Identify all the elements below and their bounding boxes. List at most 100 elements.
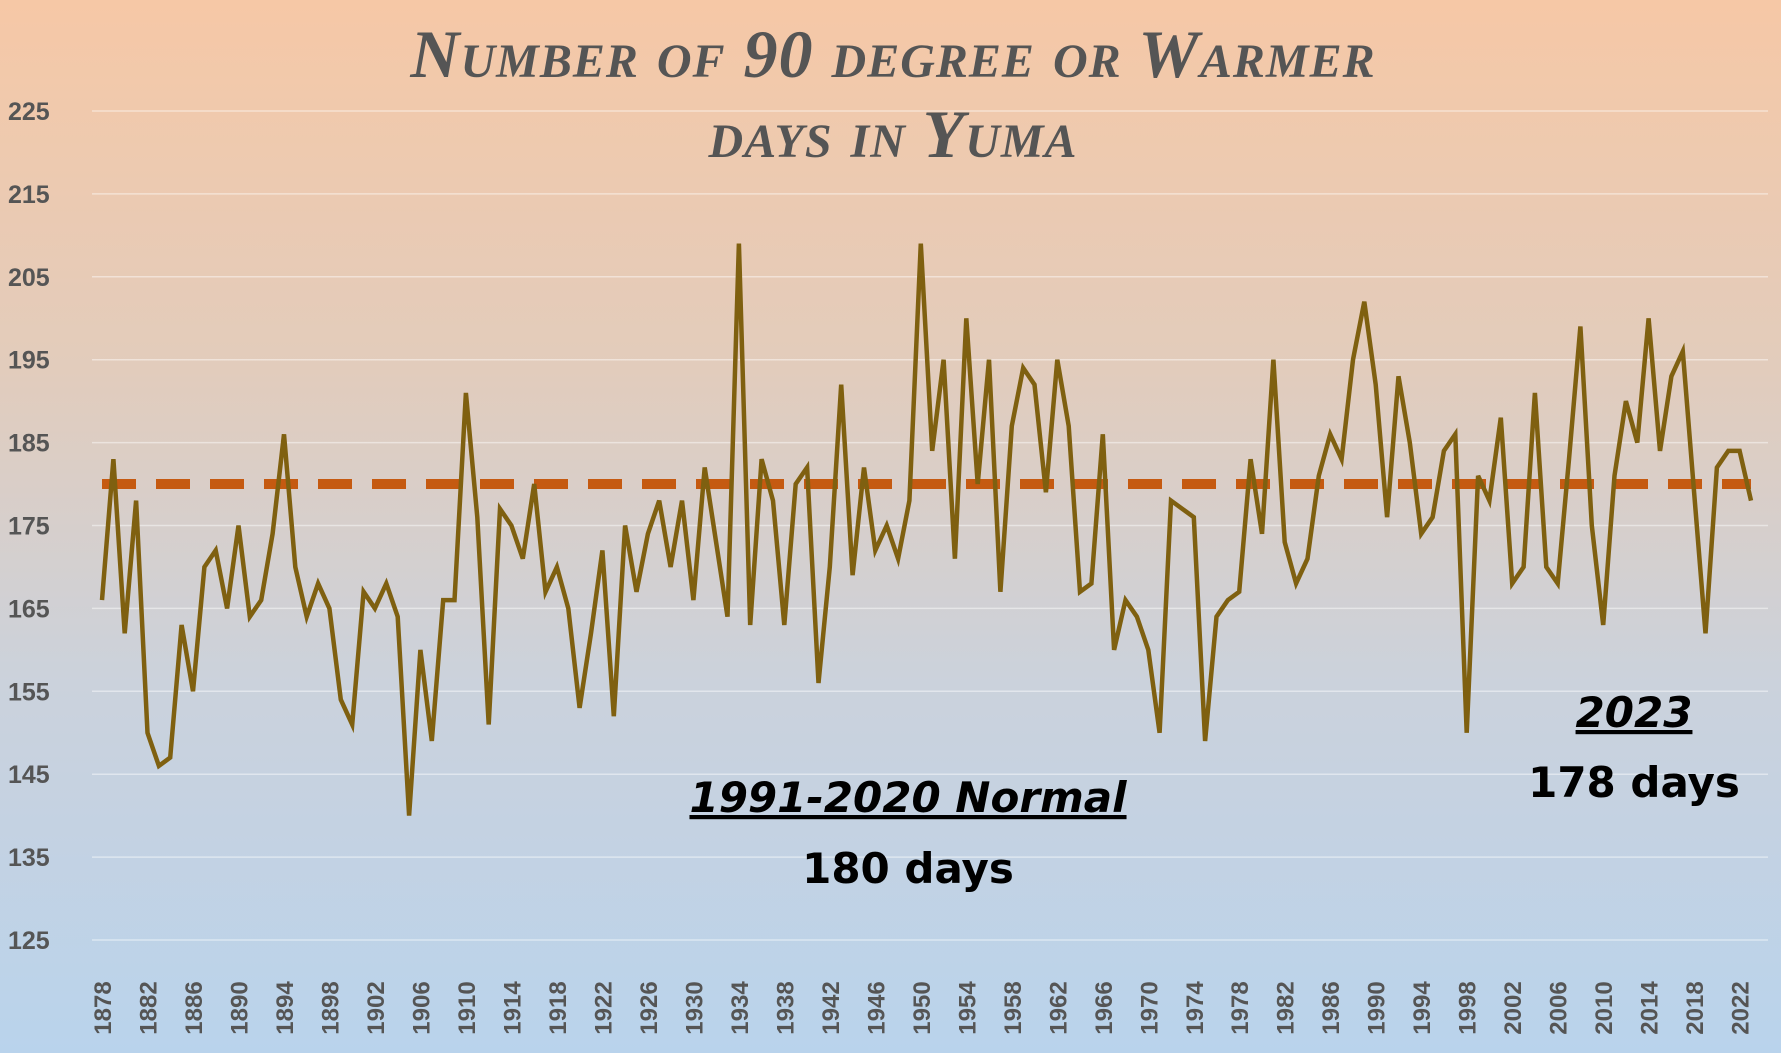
data-point-1974	[1192, 515, 1196, 519]
data-point-1906	[418, 648, 422, 652]
data-point-1959	[1021, 366, 1025, 370]
x-tick-label: 1994	[1409, 981, 1436, 1035]
data-point-1922	[600, 548, 604, 552]
data-point-1980	[1260, 532, 1264, 536]
data-point-1945	[862, 465, 866, 469]
y-tick-label: 155	[8, 678, 50, 706]
data-point-1927	[657, 499, 661, 503]
data-point-1903	[384, 582, 388, 586]
data-point-1985	[1317, 474, 1321, 478]
data-point-1979	[1249, 457, 1253, 461]
data-point-1924	[623, 524, 627, 528]
x-tick-label: 2002	[1500, 981, 1527, 1034]
data-point-2006	[1556, 582, 1560, 586]
data-point-1954	[964, 316, 968, 320]
data-point-1947	[885, 524, 889, 528]
data-point-1937	[771, 499, 775, 503]
y-tick-label: 225	[8, 98, 50, 126]
data-point-1933	[725, 615, 729, 619]
y-tick-label: 185	[8, 430, 50, 458]
data-point-1890	[236, 524, 240, 528]
data-point-1976	[1214, 615, 1218, 619]
data-point-1957	[998, 590, 1002, 594]
x-tick-label: 1986	[1318, 981, 1345, 1034]
data-point-2000	[1487, 499, 1491, 503]
data-point-1907	[430, 739, 434, 743]
x-tick-label: 1902	[363, 981, 390, 1034]
data-point-1962	[1055, 358, 1059, 362]
data-point-1986	[1328, 432, 1332, 436]
x-tick-label: 1894	[272, 981, 299, 1035]
data-point-1909	[453, 598, 457, 602]
data-point-2022	[1738, 449, 1742, 453]
data-point-1973	[1180, 507, 1184, 511]
data-point-2016	[1669, 374, 1673, 378]
x-tick-label: 1998	[1455, 981, 1482, 1034]
data-point-1918	[555, 565, 559, 569]
y-tick-label: 165	[8, 595, 50, 623]
data-point-2014	[1647, 316, 1651, 320]
data-point-1990	[1374, 383, 1378, 387]
data-point-1991	[1385, 515, 1389, 519]
data-point-1929	[680, 499, 684, 503]
data-point-1879	[111, 457, 115, 461]
data-point-1934	[737, 242, 741, 246]
x-tick-label: 1918	[545, 981, 572, 1034]
x-tick-label: 2018	[1682, 981, 1709, 1034]
data-point-1920	[578, 706, 582, 710]
data-point-1910	[464, 391, 468, 395]
data-point-1989	[1362, 300, 1366, 304]
data-point-1950	[919, 242, 923, 246]
data-point-1983	[1294, 582, 1298, 586]
x-tick-label: 2022	[1728, 981, 1755, 1034]
data-series	[99, 243, 1754, 816]
x-tick-label: 1890	[226, 981, 253, 1034]
data-point-1921	[589, 631, 593, 635]
data-point-1913	[498, 507, 502, 511]
x-tick-label: 2006	[1546, 981, 1573, 1034]
x-tick-label: 1978	[1227, 981, 1254, 1034]
data-point-2013	[1635, 441, 1639, 445]
data-point-1972	[1169, 499, 1173, 503]
data-point-1982	[1283, 540, 1287, 544]
data-point-1994	[1419, 532, 1423, 536]
data-point-1893	[271, 532, 275, 536]
data-point-1971	[1158, 731, 1162, 735]
data-point-1967	[1112, 648, 1116, 652]
data-point-1891	[248, 615, 252, 619]
data-point-1885	[180, 623, 184, 627]
x-tick-label: 1990	[1364, 981, 1391, 1034]
data-point-1939	[794, 482, 798, 486]
data-point-1882	[145, 731, 149, 735]
data-point-1940	[805, 465, 809, 469]
data-point-1892	[259, 598, 263, 602]
x-tick-label: 2014	[1637, 981, 1664, 1035]
x-tick-label: 1910	[454, 981, 481, 1034]
data-point-1899	[339, 698, 343, 702]
data-point-1960	[1033, 383, 1037, 387]
data-point-1981	[1271, 358, 1275, 362]
data-point-1963	[1067, 424, 1071, 428]
data-point-1887	[202, 565, 206, 569]
data-point-1898	[327, 606, 331, 610]
chart-title-line1: Number of 90 degree or Warmer	[409, 16, 1375, 92]
data-point-1977	[1226, 598, 1230, 602]
data-point-1923	[612, 714, 616, 718]
data-point-2023	[1749, 499, 1753, 503]
data-point-1956	[987, 358, 991, 362]
data-point-1961	[1044, 490, 1048, 494]
latest-annotation-value: 178 days	[1528, 758, 1740, 807]
data-point-1932	[714, 540, 718, 544]
data-point-1938	[782, 623, 786, 627]
data-point-1878	[100, 598, 104, 602]
data-point-1912	[487, 722, 491, 726]
data-point-1964	[1078, 590, 1082, 594]
x-tick-label: 1974	[1182, 981, 1209, 1035]
data-point-1998	[1465, 731, 1469, 735]
data-point-1880	[123, 631, 127, 635]
x-tick-label: 1878	[90, 981, 117, 1034]
data-point-1997	[1453, 432, 1457, 436]
y-tick-label: 215	[8, 181, 50, 209]
data-point-1988	[1351, 358, 1355, 362]
